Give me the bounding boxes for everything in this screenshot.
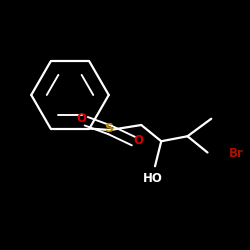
Text: S: S: [104, 122, 113, 135]
Text: Br: Br: [229, 147, 244, 160]
Text: HO: HO: [142, 172, 163, 186]
Text: O: O: [76, 112, 86, 125]
Text: O: O: [133, 134, 143, 146]
